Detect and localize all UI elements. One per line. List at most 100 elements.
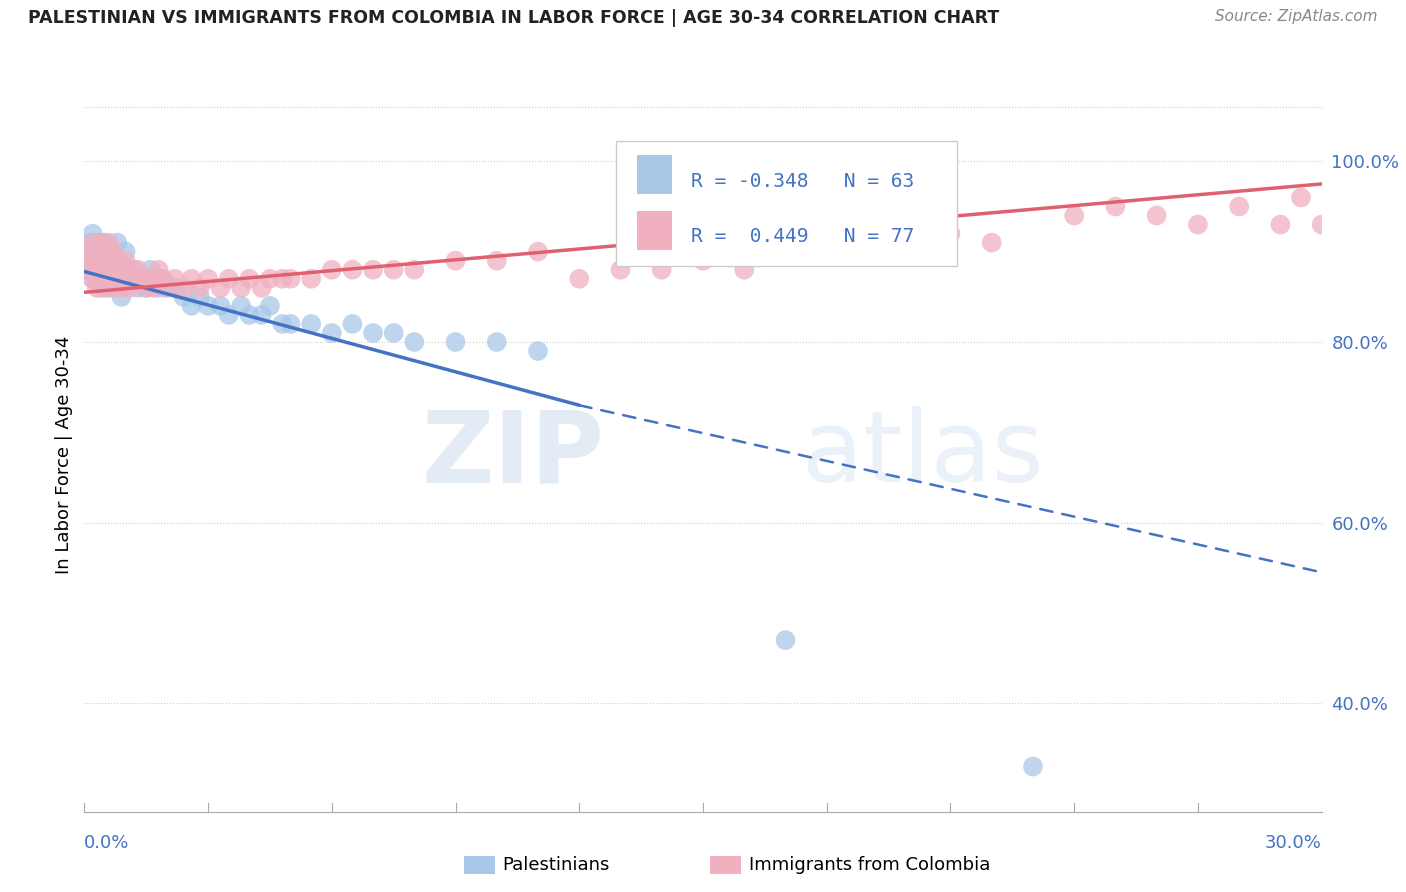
Point: [86, 262, 108, 277]
Point: [651, 262, 673, 277]
Point: [90, 235, 112, 250]
Point: [1227, 200, 1250, 214]
Point: [94, 235, 117, 250]
Point: [77, 244, 100, 259]
Point: [180, 272, 202, 286]
Point: [105, 272, 128, 286]
Point: [139, 272, 162, 286]
Point: [382, 262, 405, 277]
Point: [259, 299, 281, 313]
Point: [156, 281, 179, 295]
Point: [135, 281, 157, 295]
Text: 0.0%: 0.0%: [84, 834, 129, 852]
Point: [94, 253, 117, 268]
Point: [527, 244, 550, 259]
Point: [1104, 200, 1126, 214]
Text: Source: ZipAtlas.com: Source: ZipAtlas.com: [1215, 9, 1378, 24]
Point: [118, 281, 141, 295]
Point: [118, 262, 141, 277]
Point: [180, 299, 202, 313]
Point: [90, 244, 112, 259]
Point: [114, 244, 136, 259]
Point: [1310, 218, 1333, 232]
Point: [103, 253, 125, 268]
Point: [114, 253, 136, 268]
Point: [131, 272, 153, 286]
Point: [77, 262, 100, 277]
Point: [122, 262, 145, 277]
Point: [98, 235, 121, 250]
Point: [271, 272, 294, 286]
Point: [105, 235, 128, 250]
FancyBboxPatch shape: [616, 141, 956, 266]
Point: [94, 281, 117, 295]
Point: [103, 262, 125, 277]
Point: [103, 281, 125, 295]
Point: [238, 308, 260, 322]
Point: [1022, 759, 1045, 773]
Point: [299, 272, 322, 286]
Point: [280, 272, 302, 286]
Point: [143, 272, 166, 286]
Point: [775, 235, 797, 250]
Point: [86, 244, 108, 259]
Point: [82, 235, 104, 250]
Point: [143, 281, 166, 295]
Text: PALESTINIAN VS IMMIGRANTS FROM COLOMBIA IN LABOR FORCE | AGE 30-34 CORRELATION C: PALESTINIAN VS IMMIGRANTS FROM COLOMBIA …: [28, 9, 1000, 27]
Point: [209, 281, 232, 295]
Point: [131, 272, 153, 286]
Point: [280, 317, 302, 331]
Point: [218, 308, 240, 322]
Point: [172, 281, 194, 295]
Point: [404, 334, 426, 349]
Point: [692, 253, 714, 268]
Point: [77, 244, 100, 259]
Point: [139, 262, 162, 277]
Point: [444, 334, 467, 349]
Point: [118, 272, 141, 286]
Point: [1063, 209, 1085, 223]
Point: [271, 317, 294, 331]
Point: [1270, 218, 1292, 232]
Point: [485, 253, 508, 268]
Point: [90, 281, 112, 295]
Point: [86, 253, 108, 268]
Point: [110, 290, 132, 304]
Point: [568, 272, 591, 286]
Point: [98, 253, 121, 268]
Point: [342, 317, 364, 331]
Point: [98, 244, 121, 259]
Point: [404, 262, 426, 277]
Point: [485, 334, 508, 349]
Point: [82, 253, 104, 268]
Point: [135, 281, 157, 295]
Point: [259, 272, 281, 286]
Point: [856, 218, 879, 232]
Point: [82, 227, 104, 241]
Point: [110, 272, 132, 286]
Point: [148, 281, 170, 295]
Point: [172, 290, 194, 304]
Point: [82, 244, 104, 259]
Point: [898, 235, 921, 250]
Point: [114, 272, 136, 286]
Point: [321, 326, 343, 340]
Point: [114, 262, 136, 277]
Point: [444, 253, 467, 268]
Text: R = -0.348   N = 63: R = -0.348 N = 63: [690, 172, 914, 191]
Point: [165, 281, 187, 295]
Point: [152, 272, 174, 286]
Point: [103, 272, 125, 286]
Text: ZIP: ZIP: [422, 407, 605, 503]
Point: [250, 281, 273, 295]
Point: [209, 299, 232, 313]
Point: [127, 262, 149, 277]
Point: [152, 272, 174, 286]
Point: [94, 244, 117, 259]
Point: [90, 262, 112, 277]
Point: [238, 272, 260, 286]
Point: [1146, 209, 1168, 223]
Point: [82, 272, 104, 286]
Point: [527, 344, 550, 359]
Point: [86, 262, 108, 277]
